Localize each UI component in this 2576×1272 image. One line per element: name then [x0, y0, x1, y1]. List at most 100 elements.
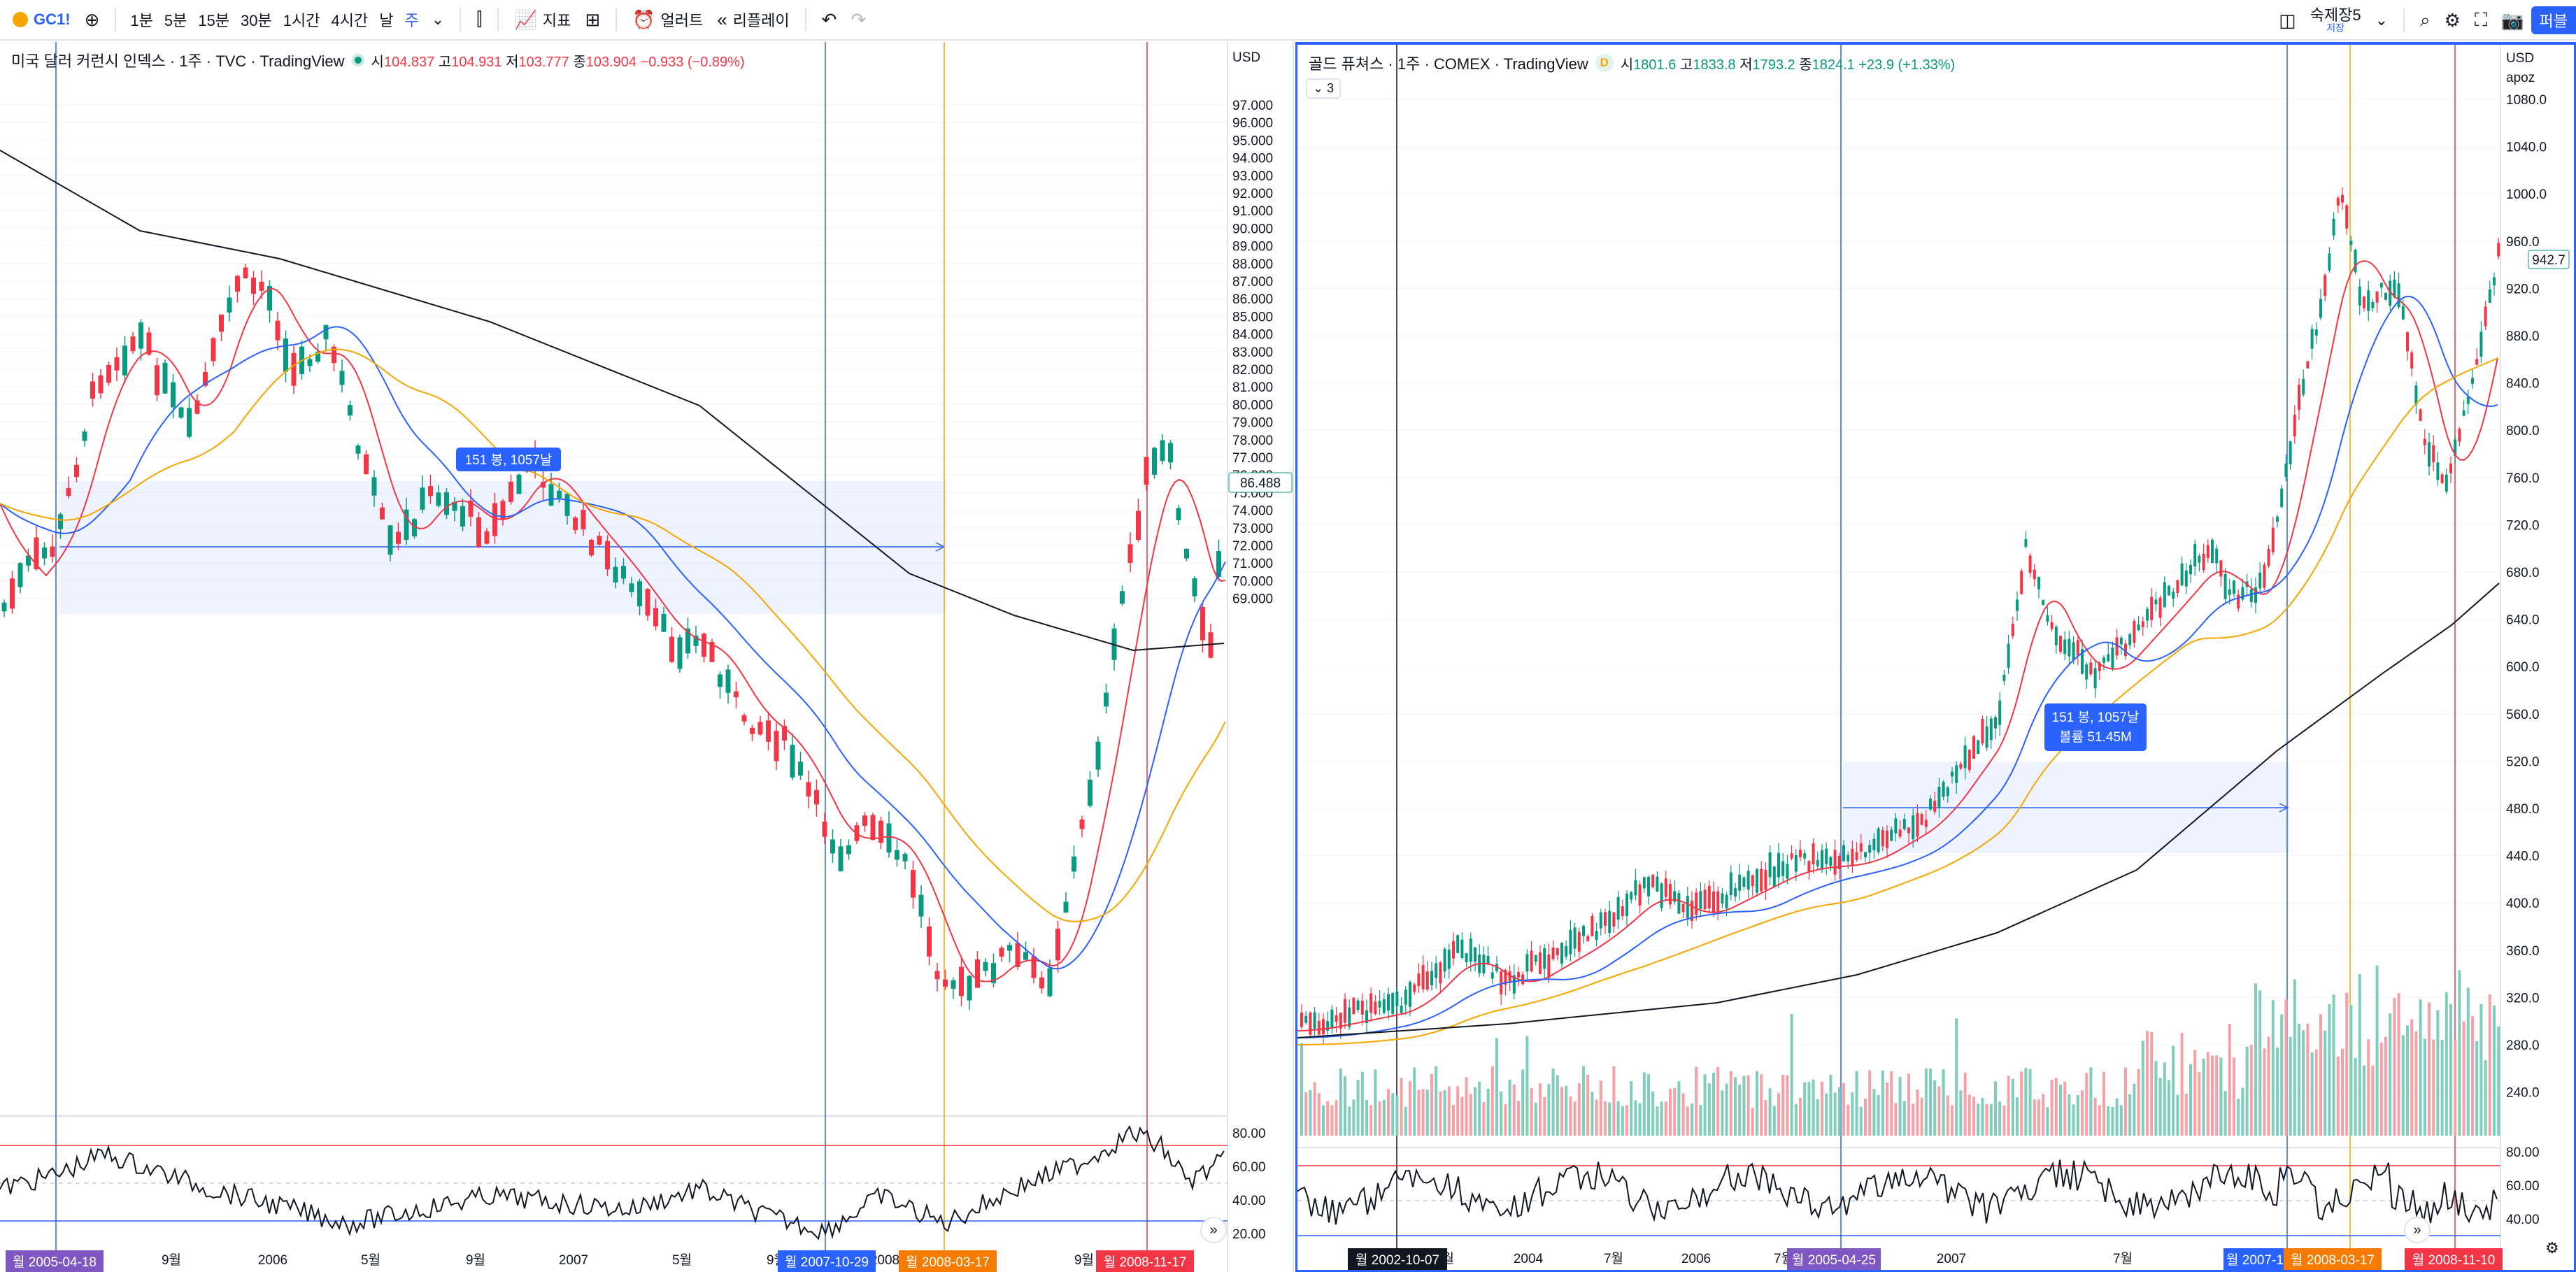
low-value: 103.777: [518, 54, 569, 70]
volume-bar: [2440, 1040, 2444, 1136]
candle-body: [1642, 877, 1646, 889]
volume-bar: [2419, 999, 2422, 1136]
candle-body: [2497, 243, 2500, 257]
interval-button-1[interactable]: 5분: [164, 12, 187, 29]
volume-bar: [2341, 1048, 2344, 1136]
chart-pane-gold[interactable]: 골드 퓨쳐스 · 1주 · COMEX · TradingView D 시180…: [1295, 42, 2576, 1272]
date-marker-label: 월 2008-11-17: [1104, 1255, 1187, 1270]
price-tick-label: 91.000: [1232, 204, 1273, 219]
rsi-tick-label: 40.00: [1232, 1194, 1266, 1208]
date-marker-tag[interactable]: [1787, 1248, 1881, 1270]
interval-dropdown-button[interactable]: ⌄: [425, 0, 451, 40]
alerts-button[interactable]: ⏰ 얼러트: [625, 0, 710, 40]
redo-button[interactable]: ↷: [844, 0, 873, 40]
volume-bar: [1348, 1106, 1351, 1136]
volume-bar: [2466, 987, 2470, 1136]
volume-bar: [1313, 1082, 1316, 1136]
candle-body: [1837, 856, 1841, 869]
candle-body: [2280, 488, 2284, 508]
symbol-search-button[interactable]: GC1!: [0, 0, 78, 40]
volume-bar: [2007, 1076, 2010, 1136]
candle-body: [1591, 915, 1594, 936]
interval-button-0[interactable]: 1분: [130, 12, 153, 29]
chart-title[interactable]: 골드 퓨쳐스 · 1주 · COMEX · TradingView: [1309, 55, 1588, 73]
date-marker-tag[interactable]: [2223, 1248, 2286, 1270]
interval-button-6[interactable]: 날: [379, 12, 394, 29]
scroll-to-realtime-button[interactable]: »: [2404, 1217, 2431, 1243]
candle-body: [2150, 596, 2154, 620]
volume-bar: [1582, 1066, 1585, 1136]
date-marker-tag[interactable]: [899, 1250, 997, 1272]
volume-bar: [1326, 1101, 1330, 1136]
volume-bar: [1881, 1070, 1884, 1136]
templates-button[interactable]: ⊞: [578, 0, 607, 40]
volume-bar: [2454, 1039, 2457, 1136]
layout-select-button[interactable]: ◫: [2272, 0, 2303, 41]
candle-body: [629, 583, 634, 592]
scroll-to-realtime-button[interactable]: »: [1200, 1217, 1227, 1243]
settings-button[interactable]: ⚙: [2438, 0, 2468, 41]
chart-type-button[interactable]: ⫿: [469, 0, 489, 40]
interval-button-4[interactable]: 1시간: [283, 12, 320, 29]
volume-bar: [1681, 1093, 1685, 1136]
volume-bar: [1430, 1073, 1433, 1136]
undo-button[interactable]: ↶: [815, 0, 844, 40]
publish-button[interactable]: 퍼블: [2531, 6, 2576, 34]
layout-menu-button[interactable]: ⌄: [2368, 0, 2395, 41]
date-marker-tag[interactable]: [1096, 1250, 1194, 1272]
candle-body: [178, 407, 184, 418]
volume-bar: [2241, 1087, 2244, 1136]
compare-symbol-button[interactable]: ⊕: [78, 0, 107, 40]
volume-bar: [1742, 1076, 1746, 1136]
volume-bar: [1725, 1083, 1728, 1136]
axis-settings-button[interactable]: ⚙: [2545, 1239, 2559, 1257]
volume-bar: [2493, 1005, 2496, 1136]
date-marker-tag[interactable]: [2284, 1248, 2382, 1270]
volume-bar: [1352, 1099, 1355, 1136]
volume-bar: [2479, 1004, 2483, 1136]
replay-label: 리플레이: [732, 12, 790, 29]
layout-name-button[interactable]: 숙제장5 저장: [2303, 7, 2368, 34]
ma-line-red: [1297, 260, 2498, 1031]
candle-body: [798, 762, 803, 776]
candle-body: [1512, 975, 1516, 994]
interval-button-7[interactable]: 주: [404, 12, 419, 29]
snapshot-button[interactable]: 📷: [2494, 0, 2531, 41]
volume-bar: [1642, 1072, 1646, 1136]
replay-button[interactable]: « 리플레이: [710, 0, 796, 40]
indicators-button[interactable]: 📈 지표: [507, 0, 578, 40]
rsi-line: [1297, 1159, 2498, 1225]
volume-bar: [1790, 1013, 1793, 1136]
fullscreen-button[interactable]: ⛶: [2468, 0, 2494, 41]
toolbar-divider: [115, 8, 117, 31]
chart-canvas-dxy[interactable]: 97.000 96.000 95.000 94.000 93.000 92.000 91.0…: [0, 42, 1294, 1272]
candle-body: [162, 362, 168, 394]
volume-bar: [2497, 1026, 2500, 1136]
time-tick-label: 7월: [2113, 1251, 2133, 1266]
candle-body: [1409, 982, 1411, 1007]
chart-title[interactable]: 미국 달러 커런시 인덱스 · 1주 · TVC · TradingView: [11, 52, 345, 70]
volume-bar: [2081, 1090, 2084, 1136]
candle-body: [2319, 299, 2322, 318]
price-tick-label: 89.000: [1232, 240, 1273, 255]
volume-bar: [2042, 1094, 2045, 1136]
candle-body: [1842, 845, 1845, 862]
chart-pane-dxy[interactable]: 미국 달러 커런시 인덱스 · 1주 · TVC · TradingView 시…: [0, 42, 1294, 1272]
candle-body: [2332, 218, 2335, 236]
date-marker-tag[interactable]: [1348, 1248, 1447, 1270]
indicators-collapse-button[interactable]: ⌄ 3: [1306, 78, 1342, 99]
candle-body: [2466, 396, 2470, 404]
candle-body: [1734, 888, 1737, 897]
candle-body: [1556, 948, 1559, 956]
date-marker-tag[interactable]: [2405, 1248, 2503, 1270]
interval-button-3[interactable]: 30분: [241, 12, 272, 29]
interval-button-5[interactable]: 4시간: [331, 12, 369, 29]
volume-bar: [1902, 1101, 1906, 1136]
date-marker-tag[interactable]: [778, 1250, 876, 1272]
date-marker-tag[interactable]: [6, 1250, 104, 1272]
interval-button-2[interactable]: 15분: [198, 12, 230, 29]
candle-body: [2189, 564, 2192, 575]
volume-bar: [1586, 1075, 1590, 1136]
chart-canvas-gold[interactable]: 1080.0 1040.0 1000.0 960.0 920.0 880.0 840.0 80…: [1297, 45, 2574, 1270]
quick-search-button[interactable]: ⌕: [2413, 0, 2438, 41]
